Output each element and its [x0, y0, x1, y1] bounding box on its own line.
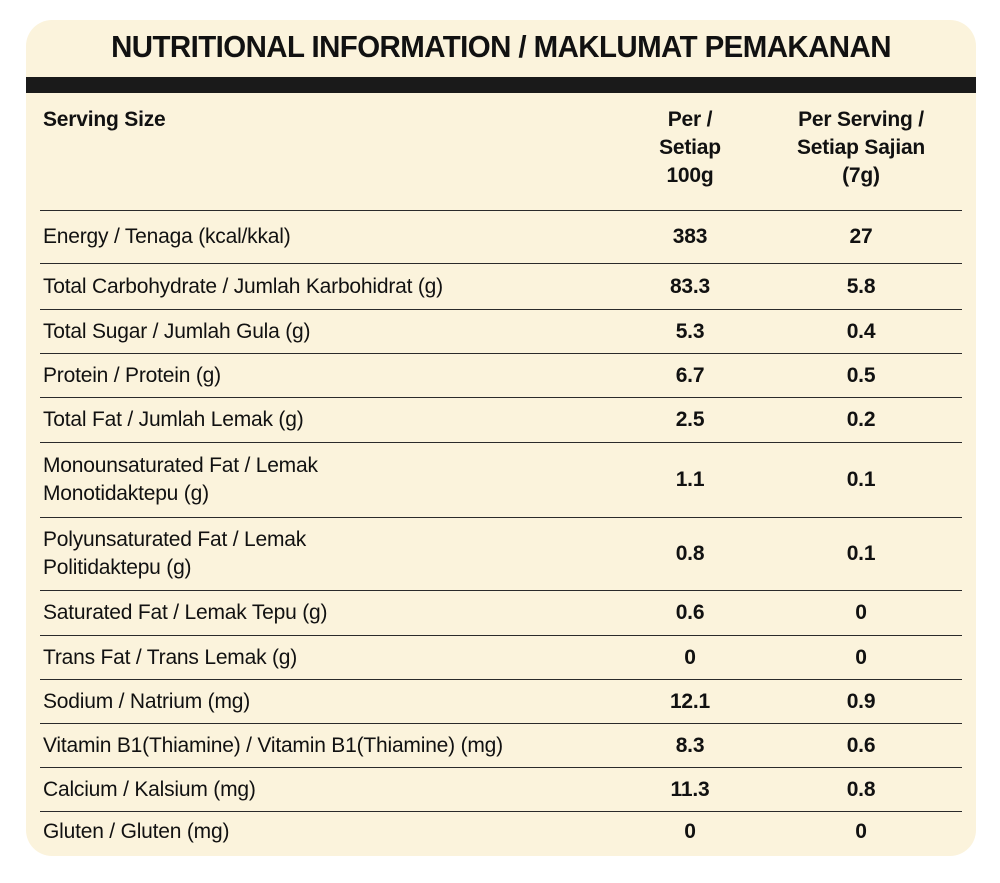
- table-row: Polyunsaturated Fat / Lemak Politidaktep…: [40, 518, 962, 591]
- nutrient-per-serving: 0.9: [846, 689, 876, 713]
- nutrient-name: Total Sugar / Jumlah Gula (g): [43, 319, 311, 343]
- table-row: Calcium / Kalsium (mg) 11.3 0.8: [40, 768, 962, 812]
- nutrient-name: Total Fat / Jumlah Lemak (g): [43, 408, 304, 431]
- nutrient-per-serving: 0.8: [846, 777, 876, 801]
- nutrient-name: Monounsaturated Fat / Lemak Monotidaktep…: [43, 454, 318, 505]
- nutrient-per-100g: 11.3: [670, 777, 710, 801]
- nutrient-name: Protein / Protein (g): [43, 363, 221, 387]
- nutrient-per-serving: 0.2: [846, 408, 876, 431]
- nutrient-per-serving: 0.5: [846, 363, 876, 387]
- title-divider-bar: [26, 77, 976, 93]
- nutrient-per-serving: 0: [855, 820, 867, 843]
- nutrient-per-100g: 5.3: [675, 319, 705, 343]
- table-row: Saturated Fat / Lemak Tepu (g) 0.6 0: [40, 591, 962, 636]
- nutrient-per-serving: 0.4: [846, 319, 876, 343]
- nutrient-per-100g: 8.3: [675, 733, 705, 757]
- header-per-100g: Per / Setiap 100g: [659, 108, 721, 187]
- nutrient-per-100g: 0: [684, 820, 696, 843]
- table-row: Vitamin B1(Thiamine) / Vitamin B1(Thiami…: [40, 724, 962, 768]
- nutrient-per-serving: 0.6: [846, 733, 876, 757]
- nutrient-per-100g: 1.1: [675, 468, 705, 491]
- nutrient-per-serving: 0: [855, 601, 867, 624]
- nutrient-name: Trans Fat / Trans Lemak (g): [43, 645, 298, 669]
- nutrient-per-100g: 2.5: [675, 408, 705, 431]
- nutrition-table: Serving Size Per / Setiap 100g Per Servi…: [40, 93, 962, 852]
- nutrient-per-serving: 0.1: [846, 468, 876, 491]
- table-row: Energy / Tenaga (kcal/kkal) 383 27: [40, 211, 962, 264]
- nutrient-per-serving: 0.1: [846, 542, 876, 565]
- nutrient-per-100g: 0.6: [675, 601, 705, 624]
- nutrient-per-100g: 12.1: [669, 689, 711, 713]
- nutrient-name: Calcium / Kalsium (mg): [43, 777, 256, 801]
- nutrient-per-100g: 0.8: [675, 542, 705, 565]
- nutrient-per-100g: 383: [672, 225, 708, 248]
- table-row: Monounsaturated Fat / Lemak Monotidaktep…: [40, 443, 962, 518]
- table-row: Trans Fat / Trans Lemak (g) 0 0: [40, 636, 962, 680]
- nutrient-name: Gluten / Gluten (mg): [43, 820, 230, 843]
- table-row: Gluten / Gluten (mg) 0 0: [40, 812, 962, 852]
- nutrient-name: Total Carbohydrate / Jumlah Karbohidrat …: [43, 274, 443, 298]
- nutrient-name: Vitamin B1(Thiamine) / Vitamin B1(Thiami…: [43, 733, 503, 757]
- nutrient-name: Energy / Tenaga (kcal/kkal): [43, 225, 291, 248]
- header-serving-size: Serving Size: [43, 108, 166, 131]
- nutrient-per-serving: 0: [855, 645, 867, 669]
- page-title: NUTRITIONAL INFORMATION / MAKLUMAT PEMAK…: [111, 29, 891, 64]
- table-header-row: Serving Size Per / Setiap 100g Per Servi…: [40, 93, 962, 211]
- table-row: Total Sugar / Jumlah Gula (g) 5.3 0.4: [40, 310, 962, 354]
- nutrient-name: Sodium / Natrium (mg): [43, 689, 251, 713]
- nutrient-name: Saturated Fat / Lemak Tepu (g): [43, 601, 328, 624]
- nutrient-per-serving: 5.8: [846, 274, 876, 298]
- table-row: Sodium / Natrium (mg) 12.1 0.9: [40, 680, 962, 724]
- nutrient-per-100g: 83.3: [669, 274, 711, 298]
- nutrient-per-100g: 6.7: [675, 363, 705, 387]
- table-row: Total Carbohydrate / Jumlah Karbohidrat …: [40, 264, 962, 310]
- nutrient-name: Polyunsaturated Fat / Lemak Politidaktep…: [43, 528, 307, 579]
- nutrient-per-100g: 0: [684, 645, 696, 669]
- table-row: Total Fat / Jumlah Lemak (g) 2.5 0.2: [40, 398, 962, 443]
- table-row: Protein / Protein (g) 6.7 0.5: [40, 354, 962, 398]
- nutrition-panel: NUTRITIONAL INFORMATION / MAKLUMAT PEMAK…: [26, 20, 976, 856]
- nutrient-per-serving: 27: [849, 225, 873, 248]
- header-per-serving: Per Serving / Setiap Sajian (7g): [796, 108, 926, 187]
